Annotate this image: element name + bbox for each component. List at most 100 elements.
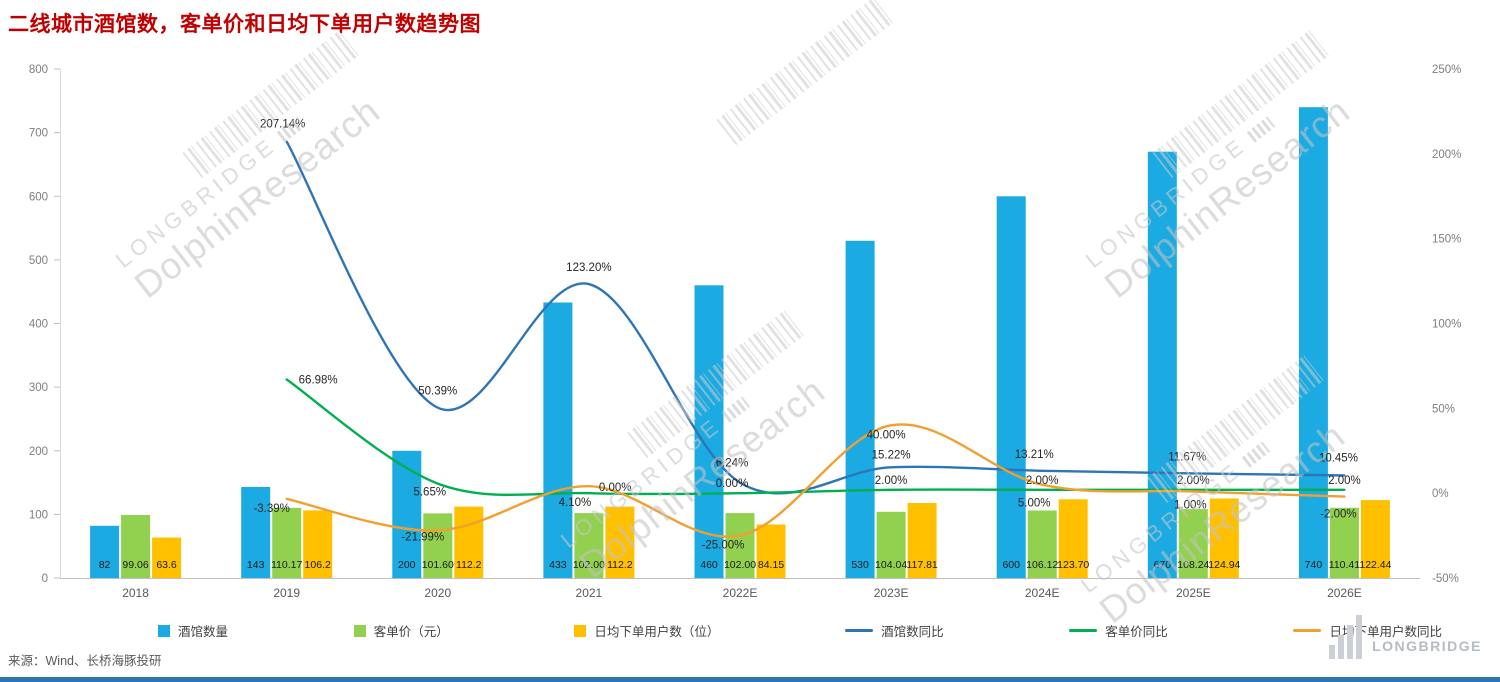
bar-label-users-2023E: 117.81: [906, 559, 937, 571]
bar-label-taverns-2022E: 460: [700, 559, 718, 571]
line-label-users_yoy-2024E: 5.00%: [1018, 498, 1051, 510]
bar-label-price-2018: 99.06: [122, 559, 148, 571]
bar-label-price-2022E: 102.00: [724, 559, 756, 571]
x-axis-label: 2023E: [874, 586, 909, 600]
bar-price-2025E: [1178, 509, 1208, 578]
y-axis-left-tick-label: 400: [29, 319, 48, 331]
line-label-taverns_yoy-2026E: 10.45%: [1319, 452, 1358, 464]
bar-users-2020: [454, 506, 484, 578]
x-axis-label: 2021: [576, 586, 603, 600]
y-axis-right-tick-label: 150%: [1432, 234, 1461, 246]
longbridge-bars-icon: [1329, 615, 1363, 659]
line-label-taverns_yoy-2022E: 6.24%: [716, 458, 749, 470]
legend-line-swatch-icon: [1069, 629, 1098, 632]
line-taverns_yoy: [285, 140, 1346, 495]
y-axis-right-tick-label: 100%: [1432, 319, 1461, 331]
bar-price-2021: [574, 513, 604, 578]
source-note: 来源：Wind、长桥海豚投研: [8, 654, 162, 668]
line-label-price_yoy-2025E: 2.00%: [1177, 475, 1210, 487]
bar-label-taverns-2020: 200: [398, 559, 416, 571]
line-label-users_yoy-2026E: -2.00%: [1320, 509, 1356, 521]
x-axis-label: 2019: [273, 586, 300, 600]
line-label-price_yoy-2026E: 2.00%: [1328, 475, 1361, 487]
bar-price-2026E: [1329, 507, 1359, 578]
bar-label-price-2025E: 108.24: [1177, 559, 1209, 571]
line-label-users_yoy-2022E: -25.00%: [702, 540, 745, 552]
bar-users-2018: [152, 537, 182, 578]
bar-users-2022E: [756, 524, 786, 578]
bar-label-users-2018: 63.6: [156, 559, 177, 571]
bar-price-2022E: [725, 513, 755, 578]
bar-price-2023E: [876, 511, 906, 578]
bar-taverns-2019: [241, 487, 271, 578]
line-label-price_yoy-2020: 5.65%: [413, 487, 446, 499]
line-label-price_yoy-2021: 0.00%: [599, 482, 632, 494]
bar-users-2019: [303, 510, 333, 578]
line-label-taverns_yoy-2020: 50.39%: [418, 386, 457, 398]
legend-label: 客单价同比: [1105, 625, 1168, 639]
bar-users-2021: [605, 506, 635, 578]
line-label-taverns_yoy-2024E: 13.21%: [1015, 449, 1054, 461]
legend-item-taverns: 酒馆数量: [158, 621, 228, 640]
legend-item-taverns_yoy: 酒馆数同比: [845, 621, 944, 640]
bar-label-users-2026E: 122.44: [1359, 559, 1391, 571]
chart-legend: 酒馆数量 客单价（元） 日均下单用户数（位） 酒馆数同比 客单价同比 日均下单用户数同比: [158, 621, 1442, 640]
bar-label-price-2021: 102.00: [573, 559, 605, 571]
longbridge-logo: LONGBRIDGE: [1329, 615, 1482, 659]
x-axis-label: 2018: [122, 586, 149, 600]
line-label-price_yoy-2019: 66.98%: [299, 375, 338, 387]
legend-bar-swatch-icon: [574, 624, 587, 637]
bar-label-price-2026E: 110.41: [1329, 559, 1360, 571]
y-axis-right-tick-label: 50%: [1432, 403, 1455, 415]
longbridge-logo-text: LONGBRIDGE: [1372, 638, 1482, 654]
line-label-price_yoy-2022E: 0.00%: [716, 478, 749, 490]
y-axis-right-tick-label: -50%: [1432, 573, 1459, 585]
bar-label-users-2022E: 84.15: [758, 559, 784, 571]
legend-item-price_yoy: 客单价同比: [1069, 621, 1168, 640]
bar-taverns-2023E: [845, 240, 875, 579]
bar-label-users-2020: 112.2: [456, 559, 482, 571]
bar-label-taverns-2025E: 670: [1154, 559, 1172, 571]
footer-accent-bar: [0, 677, 1500, 682]
bar-label-taverns-2023E: 530: [851, 559, 869, 571]
line-label-users_yoy-2020: -21.99%: [401, 531, 444, 543]
x-axis-label: 2026E: [1327, 586, 1362, 600]
y-axis-right-tick-label: 200%: [1432, 149, 1461, 161]
bar-label-price-2020: 101.60: [422, 559, 454, 571]
y-axis-left-tick-label: 500: [29, 255, 48, 267]
line-label-users_yoy-2023E: 40.00%: [867, 429, 906, 441]
line-label-users_yoy-2025E: 1.00%: [1174, 499, 1207, 511]
line-label-taverns_yoy-2025E: 11.67%: [1168, 451, 1206, 463]
bar-label-taverns-2026E: 740: [1305, 559, 1323, 571]
bar-label-users-2019: 106.2: [305, 559, 331, 571]
y-axis-left-tick-label: 0: [42, 573, 48, 585]
line-label-taverns_yoy-2019: 207.14%: [260, 119, 305, 131]
bar-users-2024E: [1058, 499, 1088, 578]
line-label-price_yoy-2024E: 2.00%: [1026, 475, 1059, 487]
line-label-users_yoy-2021: 4.10%: [559, 497, 592, 509]
y-axis-left-tick-label: 300: [29, 382, 48, 394]
legend-bar-swatch-icon: [158, 624, 170, 637]
trend-chart: 0 100 200 300 400 500 600 700 800 -50% 0% 50% 100% 15…: [29, 64, 1462, 600]
bar-label-users-2021: 112.2: [607, 559, 633, 571]
bar-taverns-2025E: [1147, 151, 1177, 578]
legend-label: 酒馆数量: [178, 625, 229, 639]
y-axis-left-tick-label: 100: [29, 509, 48, 521]
bar-price-2019: [272, 507, 302, 578]
bar-taverns-2026E: [1298, 107, 1328, 578]
bar-price-2020: [423, 513, 453, 578]
bar-taverns-2018: [90, 525, 120, 578]
bar-label-taverns-2019: 143: [247, 559, 265, 571]
bar-users-2023E: [907, 503, 937, 578]
y-axis-left-tick-label: 800: [29, 64, 48, 76]
legend-bar-swatch-icon: [353, 624, 366, 637]
legend-line-swatch-icon: [845, 629, 874, 632]
bar-label-taverns-2018: 82: [99, 559, 111, 571]
line-label-price_yoy-2023E: 2.00%: [875, 475, 908, 487]
x-axis-label: 2022E: [723, 586, 758, 600]
y-axis-right-tick-label: 250%: [1432, 64, 1461, 76]
line-label-taverns_yoy-2021: 123.20%: [566, 262, 611, 274]
y-axis-left-tick-label: 200: [29, 446, 48, 458]
bar-users-2026E: [1360, 500, 1390, 578]
y-axis-right-tick-label: 0%: [1432, 488, 1449, 500]
